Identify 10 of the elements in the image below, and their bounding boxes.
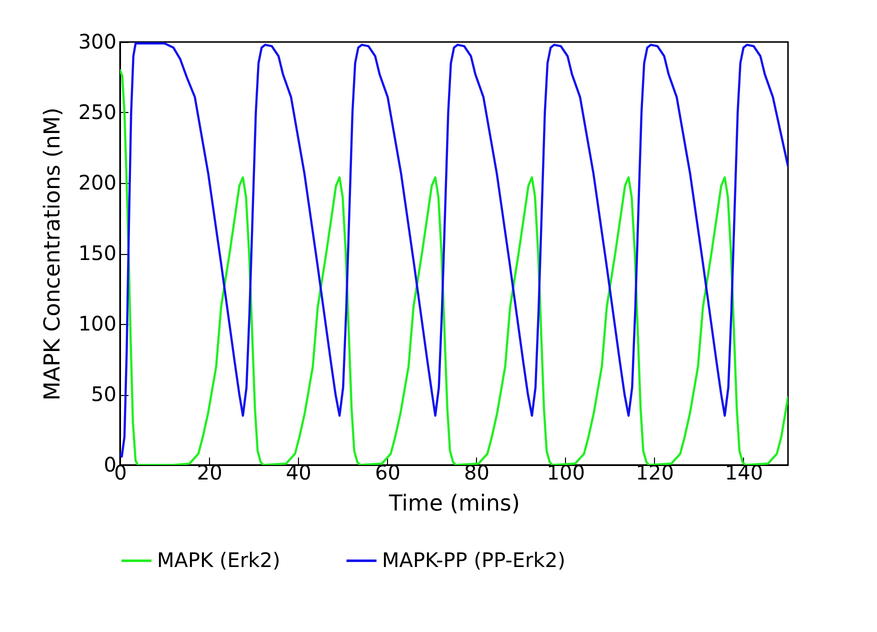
legend-label: MAPK (Erk2) — [157, 548, 280, 572]
x-axis-title: Time (mins) — [388, 492, 520, 516]
y-tick-label: 100 — [78, 312, 116, 336]
legend-label: MAPK-PP (PP-Erk2) — [382, 548, 566, 572]
y-tick-label: 300 — [78, 30, 116, 54]
y-tick-label: 150 — [78, 241, 116, 265]
y-tick-label: 200 — [78, 170, 116, 194]
y-tick-label: 50 — [91, 382, 116, 406]
y-tick-label: 250 — [78, 100, 116, 124]
y-axis-title: MAPK Concentrations (nM) — [40, 108, 66, 400]
